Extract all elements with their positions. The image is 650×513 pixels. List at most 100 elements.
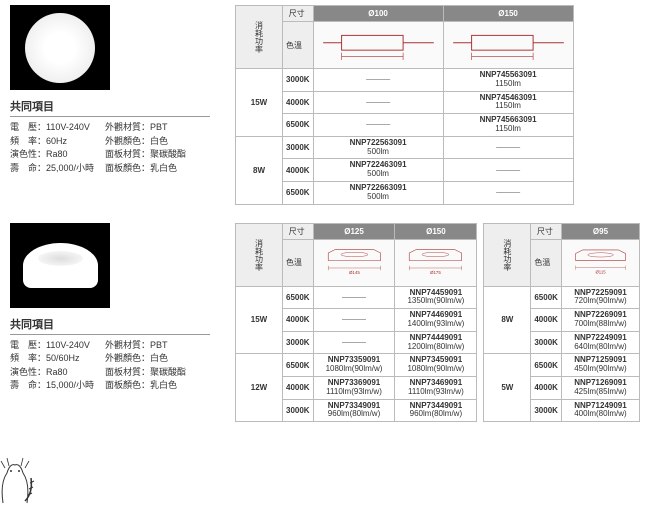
wattage: 12W [236, 354, 283, 422]
c1: NNP733690911110lm(93lm/w) [313, 376, 395, 399]
spec-key: 電 壓：110V-240V [10, 339, 105, 353]
hdr-d150: Ø150 [395, 223, 477, 239]
spec-table-1: 消耗功率尺寸Ø100Ø150色溫15W3000K———NNP7455630911… [235, 5, 574, 205]
spec-table-2b: 消耗功率尺寸Ø95色溫Ø1158W6500KNNP72259091720lm(9… [483, 223, 640, 423]
c1: NNP733590911080lm(90lm/w) [313, 354, 395, 377]
hdr-d150: Ø150 [443, 6, 573, 22]
dim-150: Ø175 [395, 239, 477, 286]
spec-val: 面板材質：聚碳酸酯 [105, 366, 210, 380]
c1: ——— [313, 114, 443, 137]
model-cell: NNP71269091425lm(85lm/w) [565, 379, 636, 397]
ct: 6500K [283, 114, 314, 137]
spec-val: 面板顏色：乳白色 [105, 162, 210, 176]
c2: NNP7455630911150lm [443, 69, 573, 92]
c1: ——— [313, 286, 395, 309]
ct: 3000K [531, 331, 562, 354]
c2: NNP744690911400lm(93lm/w) [395, 309, 477, 332]
model-cell: NNP71259091450lm(90lm/w) [565, 356, 636, 374]
model-cell: NNP744690911400lm(93lm/w) [398, 311, 473, 329]
ct: 6500K [283, 181, 314, 204]
model-cell: NNP744490911200lm(80lm/w) [398, 334, 473, 352]
wattage: 5W [484, 354, 531, 422]
dash: ——— [342, 338, 366, 347]
spec-key: 電 壓：110V-240V [10, 121, 105, 135]
wattage: 15W [236, 69, 283, 137]
wattage: 8W [236, 136, 283, 204]
product-thumb-2 [10, 223, 110, 308]
c2: NNP73449091960lm(80lm/w) [395, 399, 477, 422]
hdr-power: 消耗功率 [236, 6, 283, 69]
ct: 4000K [283, 309, 314, 332]
c2: ——— [443, 181, 573, 204]
left-panel-1: 共同項目 電 壓：110V-240V外觀材質：PBT頻 率：60Hz外觀顏色：白… [10, 5, 235, 205]
c1: NNP73349091960lm(80lm/w) [313, 399, 395, 422]
model-cell: NNP7454630911150lm [447, 94, 570, 112]
product-thumb-1 [10, 5, 110, 90]
c: NNP72259091720lm(90lm/w) [561, 286, 639, 309]
model-cell: NNP72259091720lm(90lm/w) [565, 289, 636, 307]
c1: NNP722463091500lm [313, 159, 443, 182]
model-cell: NNP744590911350lm(90lm/w) [398, 289, 473, 307]
spec-val: 外觀材質：PBT [105, 121, 210, 135]
ct: 3000K [283, 331, 314, 354]
model-cell: NNP72249091640lm(80lm/w) [565, 334, 636, 352]
hdr-d100: Ø100 [313, 6, 443, 22]
dash: ——— [366, 98, 390, 107]
c2: NNP734690911110lm(93lm/w) [395, 376, 477, 399]
hdr-ct: 色溫 [531, 239, 562, 286]
section-2: 共同項目 電 壓：110V-240V外觀材質：PBT頻 率：50/60Hz外觀顏… [0, 218, 650, 428]
hdr-d125: Ø125 [313, 223, 395, 239]
model-cell: NNP71249091400lm(80lm/w) [565, 402, 636, 420]
hdr-d95: Ø95 [561, 223, 639, 239]
c1: NNP722563091500lm [313, 136, 443, 159]
dash: ——— [342, 315, 366, 324]
model-cell: NNP734590911080lm(90lm/w) [398, 356, 473, 374]
model-cell: NNP733690911110lm(93lm/w) [317, 379, 392, 397]
spec-key: 壽 命：15,000/小時 [10, 379, 105, 393]
svg-text:Ø115: Ø115 [595, 269, 606, 274]
dash: ——— [496, 188, 520, 197]
model-cell: NNP72269091700lm(88lm/w) [565, 311, 636, 329]
spec-key: 演色性：Ra80 [10, 366, 105, 380]
hdr-power: 消耗功率 [236, 223, 283, 286]
dim-95: Ø115 [561, 239, 639, 286]
dash: ——— [366, 75, 390, 84]
c1: ——— [313, 331, 395, 354]
ct: 3000K [283, 69, 314, 92]
ct: 4000K [283, 91, 314, 114]
hdr-size: 尺寸 [283, 223, 314, 239]
dash: ——— [496, 143, 520, 152]
dash: ——— [366, 120, 390, 129]
section-1: 共同項目 電 壓：110V-240V外觀材質：PBT頻 率：60Hz外觀顏色：白… [0, 0, 650, 210]
model-cell: NNP722663091500lm [317, 184, 440, 202]
c: NNP71249091400lm(80lm/w) [561, 399, 639, 422]
dim-150 [443, 22, 573, 69]
c2: NNP7454630911150lm [443, 91, 573, 114]
model-cell: NNP7456630911150lm [447, 116, 570, 134]
c1: ——— [313, 91, 443, 114]
right-panel-1: 消耗功率尺寸Ø100Ø150色溫15W3000K———NNP7455630911… [235, 5, 640, 205]
spec-key: 壽 命：25,000/小時 [10, 162, 105, 176]
ct: 4000K [283, 376, 314, 399]
c2: ——— [443, 136, 573, 159]
ct: 4000K [531, 309, 562, 332]
dash: ——— [496, 166, 520, 175]
spec-val: 外觀顏色：白色 [105, 135, 210, 149]
spec-val: 外觀顏色：白色 [105, 352, 210, 366]
right-panel-2: 消耗功率尺寸Ø125Ø150色溫Ø145Ø17515W6500K———NNP74… [235, 223, 640, 423]
svg-text:Ø145: Ø145 [349, 270, 360, 275]
model-cell: NNP722463091500lm [317, 161, 440, 179]
ct: 3000K [283, 136, 314, 159]
spec-val: 面板材質：聚碳酸酯 [105, 148, 210, 162]
ct: 4000K [283, 159, 314, 182]
c1: ——— [313, 309, 395, 332]
c2: NNP7456630911150lm [443, 114, 573, 137]
c2: NNP734590911080lm(90lm/w) [395, 354, 477, 377]
spec-val: 外觀材質：PBT [105, 339, 210, 353]
ct: 6500K [531, 286, 562, 309]
spec-list-2: 電 壓：110V-240V外觀材質：PBT頻 率：50/60Hz外觀顏色：白色演… [10, 339, 235, 393]
model-cell: NNP73449091960lm(80lm/w) [398, 402, 473, 420]
c: NNP71269091425lm(85lm/w) [561, 376, 639, 399]
c1: NNP722663091500lm [313, 181, 443, 204]
ct: 6500K [283, 286, 314, 309]
